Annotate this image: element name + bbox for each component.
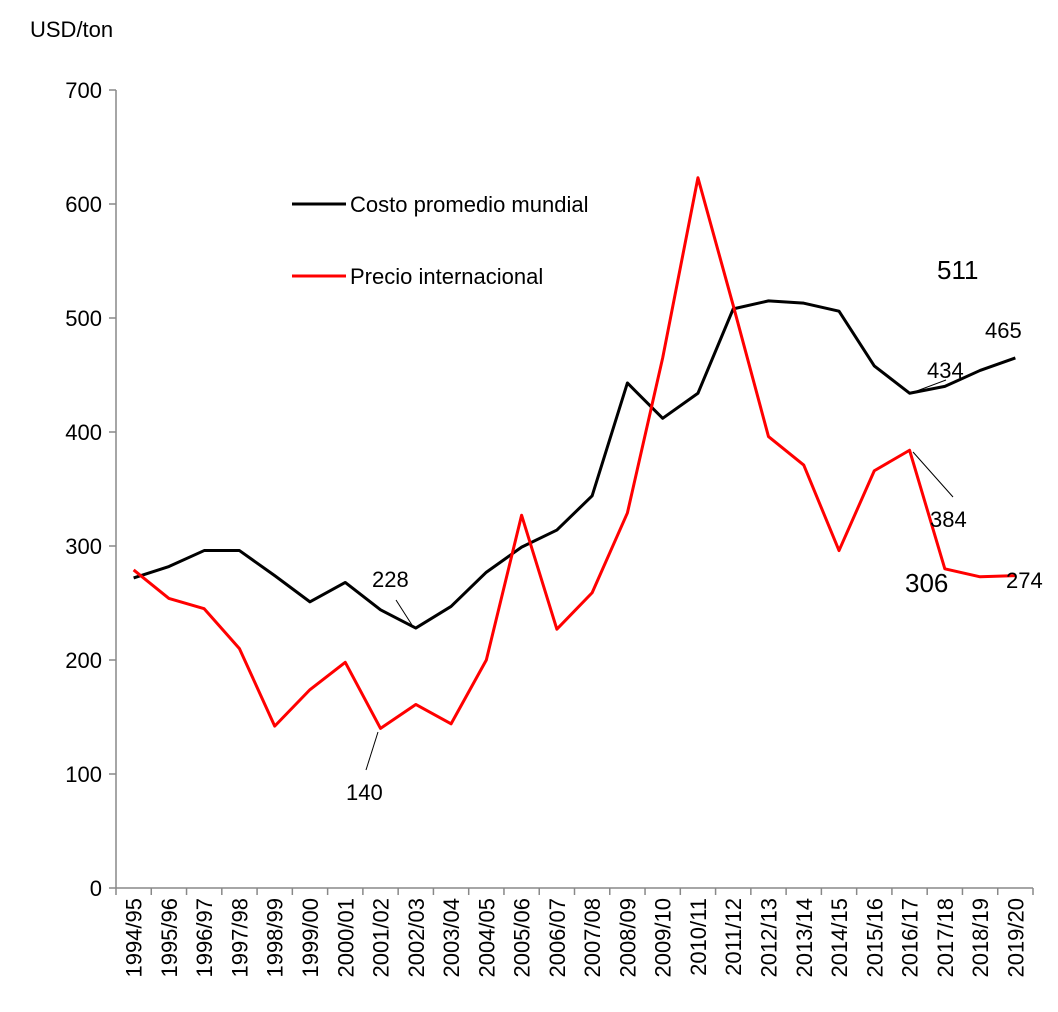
y-axis-label: USD/ton: [30, 17, 113, 42]
x-tick-label: 2009/10: [651, 898, 676, 978]
x-tick-label: 2000/01: [333, 898, 358, 978]
x-tick-label: 2015/16: [862, 898, 887, 978]
x-tick-label: 2014/15: [827, 898, 852, 978]
series-line: [132, 176, 1016, 730]
x-tick-label: 2017/18: [933, 898, 958, 978]
annotation: 465: [985, 318, 1022, 343]
x-tick-label: 2013/14: [792, 898, 817, 978]
series-line: [133, 299, 1016, 630]
x-tick-label: 1998/99: [263, 898, 288, 978]
annotation-leader: [912, 451, 954, 498]
x-tick-label: 2002/03: [404, 898, 429, 978]
x-tick-label: 2019/20: [1003, 898, 1028, 978]
annotation-leader: [365, 731, 379, 771]
y-tick-label: 300: [65, 534, 102, 559]
x-tick-label: 2007/08: [580, 898, 605, 978]
annotation: 228: [372, 567, 409, 592]
legend-label: Costo promedio mundial: [350, 192, 588, 217]
annotation-leader: [395, 599, 413, 626]
legend-label: Precio internacional: [350, 264, 543, 289]
x-tick-label: 2005/06: [510, 898, 535, 978]
annotation: 140: [346, 780, 383, 805]
x-tick-label: 2018/19: [968, 898, 993, 978]
x-tick-label: 2012/13: [756, 898, 781, 978]
x-tick-label: 1999/00: [298, 898, 323, 978]
x-tick-label: 1996/97: [192, 898, 217, 978]
y-tick-label: 200: [65, 648, 102, 673]
annotation: 274: [1006, 568, 1043, 593]
y-tick-label: 0: [90, 876, 102, 901]
annotation-leader: [913, 379, 947, 393]
x-tick-label: 2016/17: [898, 898, 923, 978]
x-tick-label: 2001/02: [369, 898, 394, 978]
annotation: 511: [937, 255, 978, 285]
y-tick-label: 700: [65, 78, 102, 103]
annotation: 384: [930, 507, 967, 532]
x-tick-label: 2006/07: [545, 898, 570, 978]
x-tick-label: 2010/11: [686, 898, 711, 976]
x-tick-label: 2004/05: [474, 898, 499, 978]
x-tick-label: 1994/95: [122, 898, 147, 978]
x-tick-label: 1995/96: [157, 898, 182, 978]
annotation: 434: [927, 358, 964, 383]
x-tick-label: 2011/12: [721, 898, 746, 976]
annotation: 306: [905, 568, 948, 598]
x-tick-label: 2008/09: [615, 898, 640, 978]
x-tick-label: 1997/98: [227, 898, 252, 978]
x-tick-label: 2003/04: [439, 898, 464, 978]
y-tick-label: 600: [65, 192, 102, 217]
y-tick-label: 100: [65, 762, 102, 787]
y-tick-label: 500: [65, 306, 102, 331]
y-tick-label: 400: [65, 420, 102, 445]
